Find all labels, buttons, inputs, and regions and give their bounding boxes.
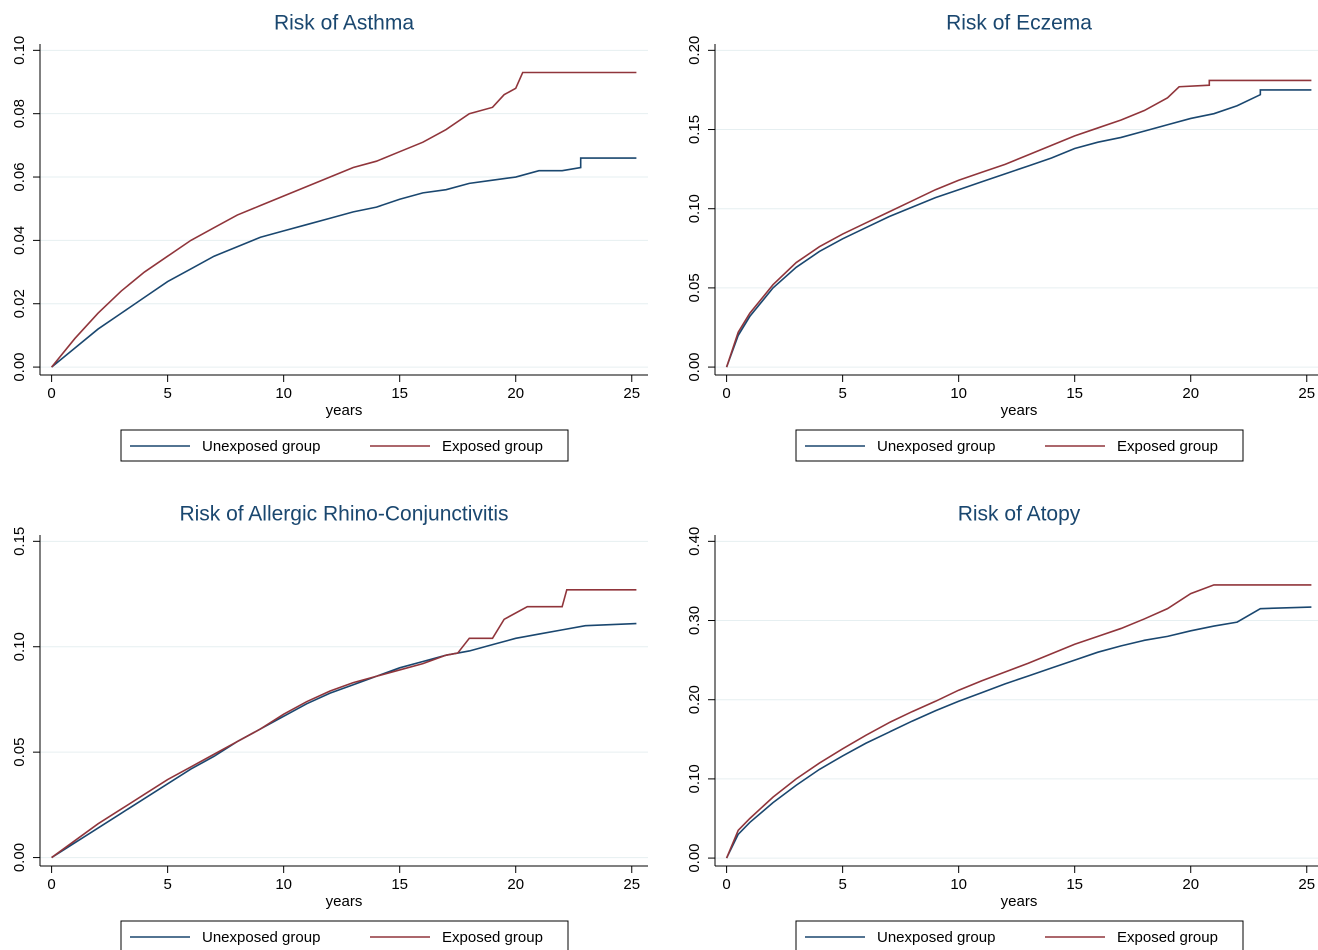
legend-box (795, 429, 1244, 462)
legend-label: Exposed group (1117, 929, 1218, 946)
series-line (725, 584, 1312, 859)
series-line (51, 157, 637, 368)
y-tick-label: 0.00 (686, 352, 703, 381)
x-tick-label: 10 (275, 876, 292, 893)
x-axis-label: years (326, 893, 363, 910)
x-tick-label: 15 (391, 385, 408, 402)
series-line (725, 89, 1312, 368)
x-tick-label: 25 (1298, 876, 1315, 893)
legend-box (795, 920, 1244, 950)
legend-label: Exposed group (442, 929, 543, 946)
legend-label: Unexposed group (877, 929, 995, 946)
y-tick-label: 0.10 (11, 36, 28, 65)
y-tick-label: 0.20 (686, 36, 703, 65)
y-tick-label: 0.10 (686, 764, 703, 793)
y-tick-label: 0.08 (11, 99, 28, 128)
y-tick-label: 0.10 (686, 194, 703, 223)
y-tick-label: 0.02 (11, 289, 28, 318)
series-line (51, 622, 637, 859)
x-tick-label: 0 (722, 876, 730, 893)
panel-title: Risk of Asthma (274, 12, 414, 35)
x-tick-label: 15 (1066, 876, 1083, 893)
panel: Risk of Allergic Rhino-Conjunctivitis 0.0… (11, 503, 648, 950)
panel: Risk of Eczema 0.00 0.05 0.10 0.15 0.20 0 5 10 15… (686, 12, 1318, 462)
x-tick-label: 20 (1182, 876, 1199, 893)
x-tick-label: 15 (1066, 385, 1083, 402)
x-tick-label: 10 (950, 385, 967, 402)
y-tick-label: 0.10 (11, 632, 28, 661)
x-tick-label: 25 (1298, 385, 1315, 402)
x-tick-label: 10 (950, 876, 967, 893)
y-tick-label: 0.04 (11, 226, 28, 255)
legend-label: Unexposed group (202, 438, 320, 455)
x-tick-label: 20 (507, 385, 524, 402)
x-tick-label: 20 (1182, 385, 1199, 402)
x-tick-label: 10 (275, 385, 292, 402)
x-tick-label: 25 (623, 385, 640, 402)
panel-title: Risk of Atopy (958, 503, 1081, 526)
panel-title: Risk of Eczema (946, 12, 1092, 35)
y-tick-label: 0.00 (686, 843, 703, 872)
y-tick-label: 0.15 (686, 115, 703, 144)
x-axis-label: years (1001, 893, 1038, 910)
y-tick-label: 0.06 (11, 162, 28, 191)
panel: Risk of Atopy 0.00 0.10 0.20 0.30 0.40 0 5 10 15 2… (686, 503, 1318, 950)
y-tick-label: 0.40 (686, 527, 703, 556)
series-line (50, 71, 637, 368)
y-tick-label: 0.30 (686, 606, 703, 635)
series-line (725, 606, 1312, 859)
panel-title: Risk of Allergic Rhino-Conjunctivitis (179, 503, 508, 526)
x-tick-label: 0 (47, 385, 55, 402)
x-tick-label: 5 (838, 385, 846, 402)
series-line (725, 79, 1312, 368)
x-tick-label: 0 (47, 876, 55, 893)
y-tick-label: 0.00 (11, 843, 28, 872)
legend-label: Unexposed group (202, 929, 320, 946)
x-tick-label: 25 (623, 876, 640, 893)
x-tick-label: 0 (722, 385, 730, 402)
legend-box (120, 920, 569, 950)
x-axis-label: years (1001, 402, 1038, 419)
series-line (51, 589, 637, 859)
x-tick-label: 15 (391, 876, 408, 893)
legend-label: Unexposed group (877, 438, 995, 455)
legend-label: Exposed group (1117, 438, 1218, 455)
x-tick-label: 5 (838, 876, 846, 893)
y-tick-label: 0.05 (686, 273, 703, 302)
panel: Risk of Asthma 0.00 0.02 0.04 0.06 0.08 0.10 0 5… (11, 12, 648, 462)
y-tick-label: 0.15 (11, 527, 28, 556)
x-tick-label: 5 (163, 385, 171, 402)
y-tick-label: 0.20 (686, 685, 703, 714)
y-tick-label: 0.00 (11, 352, 28, 381)
legend-label: Exposed group (442, 438, 543, 455)
y-tick-label: 0.05 (11, 738, 28, 767)
x-tick-label: 5 (163, 876, 171, 893)
legend-box (120, 429, 569, 462)
x-tick-label: 20 (507, 876, 524, 893)
x-axis-label: years (326, 402, 363, 419)
